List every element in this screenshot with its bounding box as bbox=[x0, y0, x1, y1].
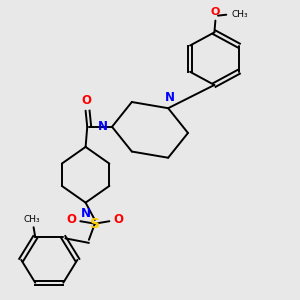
Text: O: O bbox=[114, 213, 124, 226]
Text: O: O bbox=[81, 94, 91, 107]
Text: CH₃: CH₃ bbox=[231, 10, 248, 19]
Text: O: O bbox=[66, 213, 76, 226]
Text: O: O bbox=[211, 8, 220, 17]
Text: N: N bbox=[81, 207, 91, 220]
Text: N: N bbox=[165, 92, 175, 104]
Text: CH₃: CH₃ bbox=[24, 215, 40, 224]
Text: S: S bbox=[90, 217, 100, 231]
Text: N: N bbox=[98, 120, 108, 133]
